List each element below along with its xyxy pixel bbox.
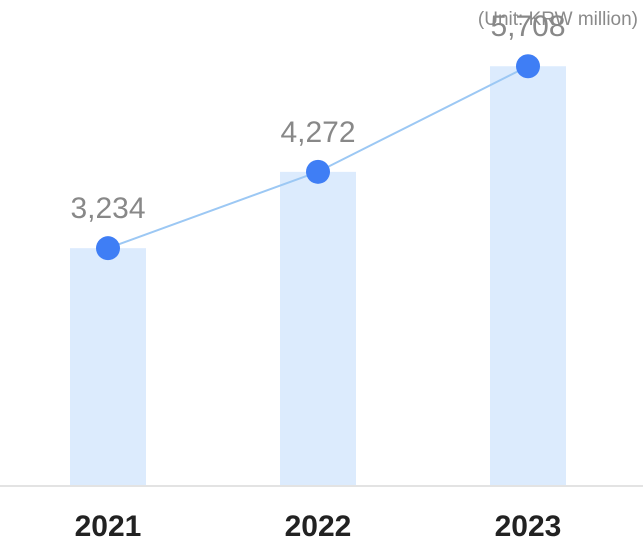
- bar-2021: [70, 248, 146, 486]
- value-label-2023: 5,708: [490, 10, 565, 43]
- bar-2023: [490, 66, 566, 486]
- trend-line-group: [96, 54, 540, 261]
- line-marker-2023: [516, 54, 540, 79]
- x-tick-label-2022: 2022: [285, 510, 352, 543]
- bar-group: [70, 66, 566, 486]
- x-tick-label-group: 2021 2022 2023: [75, 510, 562, 543]
- value-label-2022: 4,272: [280, 116, 355, 149]
- unit-note: (Unit: KRW million): [478, 9, 638, 30]
- value-label-group: 3,234 4,272 5,708: [70, 10, 565, 225]
- value-label-2021: 3,234: [70, 192, 145, 225]
- bar-2022: [280, 171, 356, 486]
- x-tick-label-2021: 2021: [75, 510, 142, 543]
- x-tick-label-2023: 2023: [495, 510, 562, 543]
- line-marker-2022: [306, 159, 330, 184]
- line-marker-2021: [96, 236, 120, 261]
